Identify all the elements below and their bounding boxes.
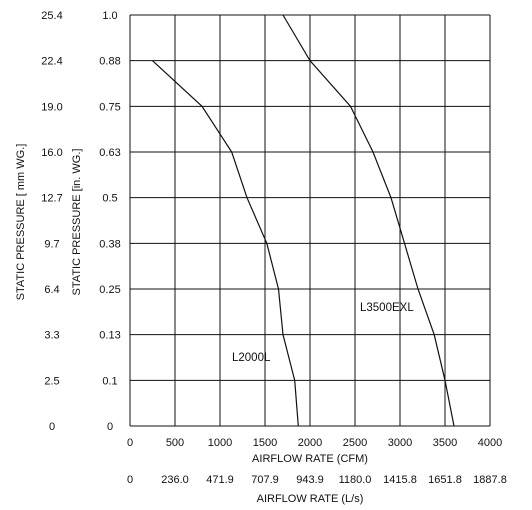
- y-tick-label: 0.13: [99, 330, 120, 342]
- series-labels: L2000L L3500EXL: [232, 302, 414, 364]
- y-axis-title: STATIC PRESSURE [in. WG.]: [71, 149, 83, 296]
- y-tick-label: 0.88: [99, 56, 120, 68]
- y-tick-label-secondary: 19.0: [41, 101, 62, 113]
- y-tick-label-secondary: 9.7: [44, 238, 59, 250]
- y-tick-label: 0.5: [102, 193, 117, 205]
- x-tick-label-secondary: 236.0: [161, 474, 189, 486]
- series-lines: [152, 14, 455, 427]
- x-tick-label: 1500: [253, 437, 277, 449]
- x-tick-label: 3500: [433, 437, 457, 449]
- y-tick-label: 0: [107, 421, 113, 433]
- series-label-l3500exl: L3500EXL: [360, 302, 414, 314]
- grid: [129, 14, 491, 427]
- x-axis-title-secondary: AIRFLOW RATE (L/s): [257, 493, 364, 505]
- series-label-l2000l: L2000L: [232, 352, 271, 364]
- x-tick-label: 1000: [208, 437, 232, 449]
- series-line-l2000l: [152, 60, 299, 427]
- y-tick-label: 0.1: [102, 375, 117, 387]
- y-tick-label-secondary: 16.0: [41, 147, 62, 159]
- x-tick-label: 3000: [388, 437, 412, 449]
- x-tick-label-secondary: 1651.8: [428, 474, 462, 486]
- x-tick-label-secondary: 471.9: [206, 474, 234, 486]
- y-tick-label-secondary: 6.4: [44, 284, 59, 296]
- y-tick-label: 0.63: [99, 147, 120, 159]
- y-tick-label-secondary: 12.7: [41, 193, 62, 205]
- y-tick-label-secondary: 3.3: [44, 330, 59, 342]
- x-axis-title: AIRFLOW RATE (CFM): [252, 453, 368, 465]
- y-tick-label-secondary: 22.4: [41, 56, 62, 68]
- y-axis-title-secondary: STATIC PRESSURE [ mm WG.]: [15, 144, 27, 301]
- y-tick-label-secondary: 25.4: [41, 10, 62, 22]
- x-tick-label: 500: [166, 437, 184, 449]
- x-tick-label-secondary: 0: [127, 474, 133, 486]
- x-tick-label: 4000: [478, 437, 502, 449]
- y-tick-label: 1.0: [102, 10, 117, 22]
- x-tick-label-secondary: 943.9: [296, 474, 324, 486]
- x-tick-label: 2500: [343, 437, 367, 449]
- y-tick-label: 0.75: [99, 101, 120, 113]
- series-line-l3500exl: [282, 14, 455, 427]
- y-tick-label: 0.25: [99, 284, 120, 296]
- tick-labels: 0 0 500 236.0 1000 471.9 1500 707.9 2000 943.9 250…: [41, 10, 507, 486]
- x-tick-label-secondary: 707.9: [251, 474, 279, 486]
- y-tick-label-secondary: 0: [49, 421, 55, 433]
- x-tick-label: 0: [127, 437, 133, 449]
- x-tick-label: 2000: [298, 437, 322, 449]
- y-tick-label: 0.38: [99, 238, 120, 250]
- y-tick-label-secondary: 2.5: [44, 375, 59, 387]
- x-tick-label-secondary: 1415.8: [383, 474, 417, 486]
- x-tick-label-secondary: 1180.0: [339, 474, 372, 486]
- x-tick-label-secondary: 1887.8: [473, 474, 507, 486]
